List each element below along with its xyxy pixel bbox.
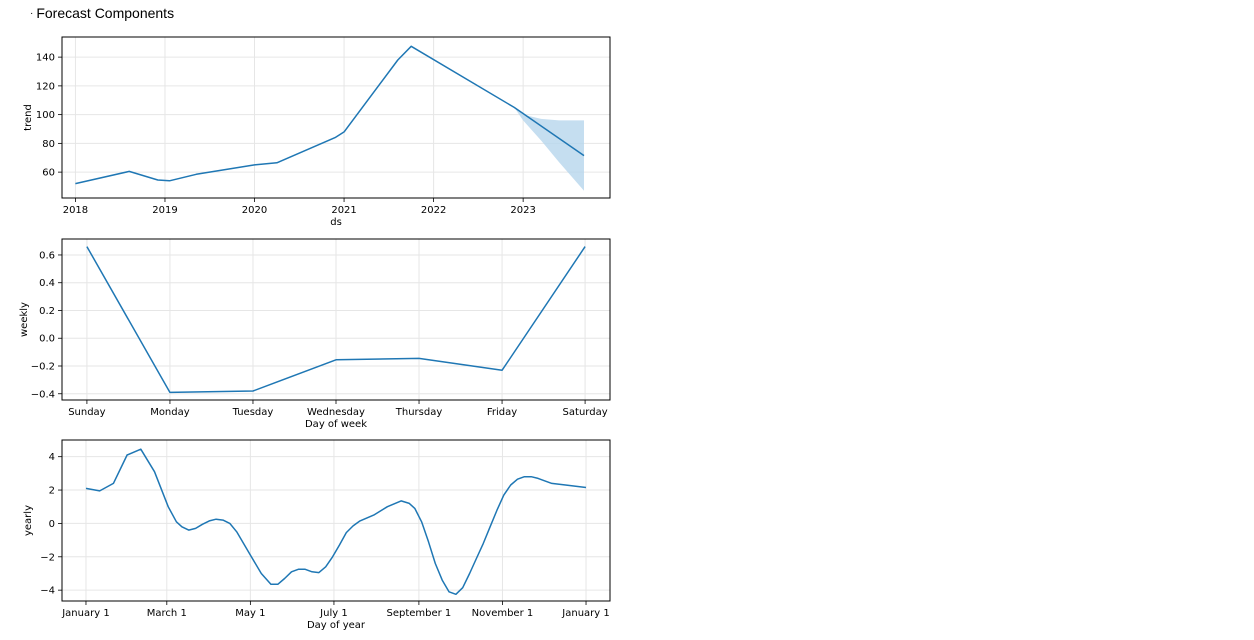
x-tick-label: January 1 xyxy=(561,608,609,619)
x-tick-label: May 1 xyxy=(235,608,265,619)
trend-panel: 2018 2019 2020 2021 2022 2023 60 80 100 120 140 ds t… xyxy=(23,36,611,228)
y-tick-label: 140 xyxy=(36,53,55,64)
x-axis-label: Day of year xyxy=(307,620,366,631)
x-tick-label: 2018 xyxy=(63,205,88,216)
y-tick-label: 4 xyxy=(49,452,55,463)
y-tick-label: 120 xyxy=(36,81,55,92)
x-tick-label: March 1 xyxy=(147,608,187,619)
y-tick-label: −2 xyxy=(40,552,55,563)
y-tick-label: 0.6 xyxy=(39,250,55,261)
x-tick-label: Wednesday xyxy=(307,407,365,418)
y-tick-label: 0.0 xyxy=(39,334,55,345)
x-tick-label: 2021 xyxy=(331,205,356,216)
weekly-panel: Sunday Monday Tuesday Wednesday Thursday Frid… xyxy=(19,238,611,430)
series-line xyxy=(75,45,585,185)
x-tick-label: Monday xyxy=(150,407,190,418)
y-tick-label: 0 xyxy=(49,519,55,530)
x-tick-label: 2020 xyxy=(242,205,267,216)
y-tick-label: −0.4 xyxy=(31,389,55,400)
y-axis-label: weekly xyxy=(19,302,30,337)
x-tick-label: January 1 xyxy=(61,608,109,619)
y-tick-label: −0.2 xyxy=(31,361,55,372)
x-tick-label: Friday xyxy=(487,407,517,418)
plot-frame xyxy=(61,238,611,401)
y-tick-label: −4 xyxy=(40,586,55,597)
y-axis-label: yearly xyxy=(23,505,34,536)
y-tick-label: 0.4 xyxy=(39,278,55,289)
y-tick-label: 2 xyxy=(49,486,55,497)
series-line xyxy=(85,448,587,596)
x-tick-label: Thursday xyxy=(395,407,443,418)
series-line xyxy=(86,246,586,394)
plot-frame xyxy=(61,36,611,199)
title-bullet: · xyxy=(30,8,34,19)
yearly-panel: January 1 March 1 May 1 July 1 September 1 No… xyxy=(23,439,611,631)
x-axis-label: ds xyxy=(330,217,342,228)
title-text: Forecast Components xyxy=(36,5,175,21)
x-tick-label: Tuesday xyxy=(232,407,274,418)
forecast-components-title: · Forecast Components xyxy=(30,5,174,23)
y-tick-label: 60 xyxy=(42,168,55,179)
y-tick-label: 0.2 xyxy=(39,306,55,317)
x-tick-label: Saturday xyxy=(563,407,608,418)
x-tick-label: 2022 xyxy=(421,205,446,216)
x-axis-label: Day of week xyxy=(305,419,367,430)
uncertainty-band xyxy=(514,107,584,191)
y-axis-label: trend xyxy=(23,104,34,131)
y-tick-label: 80 xyxy=(42,139,55,150)
x-tick-label: 2023 xyxy=(510,205,535,216)
x-tick-label: Sunday xyxy=(68,407,105,418)
x-tick-label: 2019 xyxy=(152,205,177,216)
x-tick-label: September 1 xyxy=(386,608,451,619)
x-tick-label: July 1 xyxy=(319,608,348,619)
x-tick-label: November 1 xyxy=(472,608,534,619)
y-tick-label: 100 xyxy=(36,110,55,121)
plot-frame xyxy=(61,439,611,602)
